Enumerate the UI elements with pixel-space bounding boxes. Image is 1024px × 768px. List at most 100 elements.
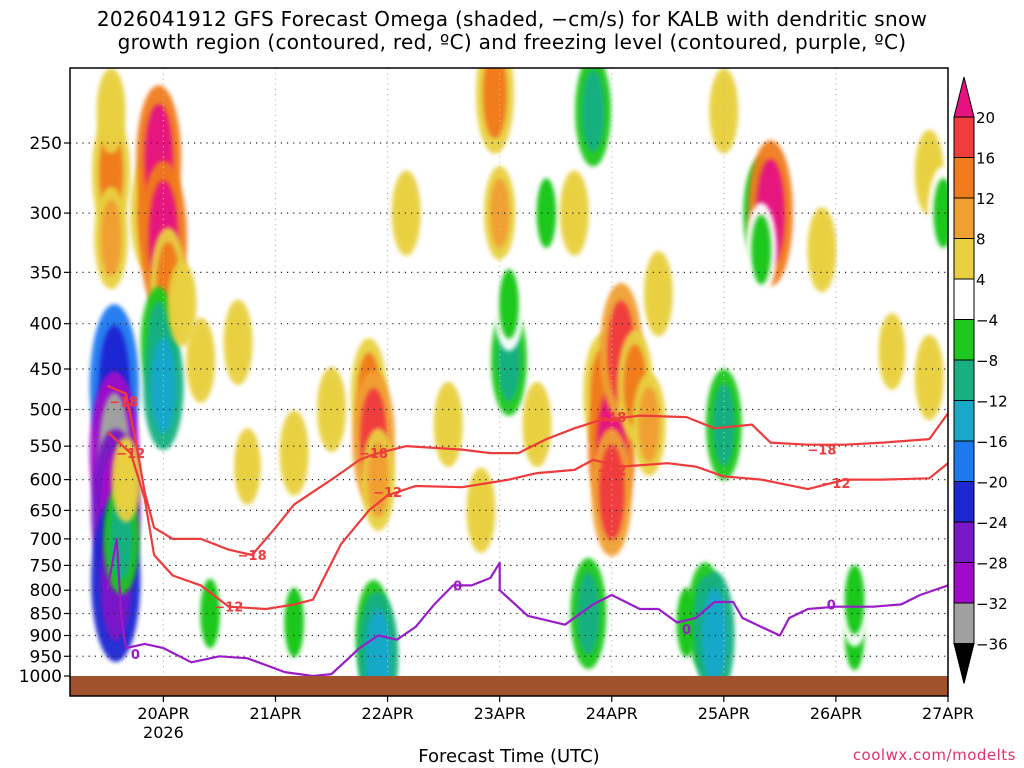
credit-link[interactable]: coolwx.com/modelts: [852, 746, 1016, 764]
dendritic-minus18-label-3: −18: [807, 444, 836, 459]
x-tick-label-23APR: 23APR: [474, 704, 526, 723]
x-tick-label-21APR: 21APR: [249, 704, 301, 723]
omega-cell-2: [101, 79, 121, 143]
y-tick-label-600: 600: [30, 471, 62, 491]
omega-cell-57: [883, 323, 901, 380]
dendritic-minus18-label-4: −18: [238, 549, 267, 564]
dendritic-minus12-label-4: −12: [214, 601, 243, 616]
omega-shading: [89, 68, 948, 696]
omega-cell-41: [599, 444, 625, 540]
colorbar-bin-4: [953, 238, 975, 280]
omega-cell-46: [649, 262, 668, 326]
omega-cell-60: [920, 345, 939, 410]
freezing-level-zero-line: [106, 537, 948, 678]
omega-cell-50: [712, 383, 736, 466]
dendritic-minus18-label-1: −18: [359, 447, 388, 462]
x-tick-label-25APR: 25APR: [698, 704, 750, 723]
colorbar-label-2: 12: [976, 190, 995, 208]
dendritic-minus18-label-0: −18: [109, 396, 138, 411]
omega-cell-19: [239, 438, 256, 495]
x-tick-label-26APR: 26APR: [810, 704, 862, 723]
omega-cell-45: [638, 386, 660, 463]
omega-cell-18: [229, 310, 248, 375]
omega-cell-28: [397, 181, 416, 245]
dendritic-minus12-label-2: −12: [597, 464, 626, 479]
x-axis-title: Forecast Time (UTC): [418, 746, 600, 767]
contour-lines: −18 −18 −18 −18 −18 −12 −12 −12 −12 −12 0 0 0 0: [106, 384, 948, 678]
omega-cell-54: [751, 214, 771, 285]
omega-cell-55: [812, 218, 832, 282]
omega-cell-44: [581, 69, 605, 153]
dendritic-minus12-line: [106, 431, 948, 611]
colorbar-label-6: −8: [976, 352, 998, 370]
colorbar-label-9: −20: [976, 474, 1008, 492]
title-line-1: 2026041912 GFS Forecast Omega (shaded, −…: [96, 7, 928, 31]
y-tick-label-450: 450: [30, 360, 62, 380]
y-tick-label-800: 800: [30, 581, 62, 601]
colorbar: 20 16 12 8 4 −4 −8 −12 −16 −20 −24 −28 −32 −36: [953, 76, 1008, 684]
x-tick-sublabel-20APR: 2026: [143, 723, 184, 742]
omega-cell-1: [100, 199, 122, 276]
colorbar-bin-10: [953, 481, 975, 523]
colorbar-label-12: −32: [976, 595, 1008, 613]
colorbar-bin-2: [953, 157, 975, 199]
omega-cell-27: [365, 608, 391, 696]
y-tick-label-700: 700: [30, 530, 62, 550]
y-tick-label-850: 850: [30, 605, 62, 625]
omega-cell-49: [701, 587, 728, 684]
omega-cell-51: [714, 79, 733, 143]
y-tick-label-950: 950: [30, 647, 62, 667]
colorbar-label-8: −16: [976, 433, 1008, 451]
grid-lines: [70, 68, 948, 696]
omega-cell-32: [489, 178, 510, 248]
freezing-level-zero-label-2: 0: [682, 623, 691, 638]
omega-cell-34: [499, 269, 519, 339]
title-line-2: growth region (contoured, red, ºC) and f…: [117, 30, 907, 54]
omega-cell-38: [577, 572, 600, 655]
colorbar-bin-1: [953, 116, 975, 158]
colorbar-label-4: 4: [976, 271, 986, 289]
colorbar-label-5: −4: [976, 312, 998, 330]
y-tick-label-900: 900: [30, 626, 62, 646]
omega-cell-21: [284, 587, 304, 658]
freezing-level-zero-label-1: 0: [453, 579, 462, 594]
colorbar-bin-13: [953, 602, 975, 644]
colorbar-label-7: −12: [976, 393, 1008, 411]
omega-cell-15: [172, 272, 192, 336]
freezing-level-zero-label-3: 0: [827, 598, 836, 613]
colorbar-bin-12: [953, 562, 975, 604]
colorbar-bin-5: [953, 278, 975, 320]
colorbar-bin-9: [953, 440, 975, 482]
colorbar-bin-11: [953, 521, 975, 563]
y-tick-label-750: 750: [30, 556, 62, 576]
omega-cell-36: [536, 178, 557, 248]
dendritic-minus12-label-0: −12: [116, 447, 145, 462]
y-tick-label-650: 650: [30, 501, 62, 521]
colorbar-label-3: 8: [976, 231, 986, 249]
x-tick-label-24APR: 24APR: [586, 704, 638, 723]
y-tick-label-300: 300: [30, 204, 62, 224]
colorbar-bin-bottom-triangle: [953, 643, 975, 684]
y-tick-label-250: 250: [30, 134, 62, 154]
y-tick-label-550: 550: [30, 437, 62, 457]
dendritic-minus18-label-2: −18: [597, 411, 626, 426]
omega-cell-61: [844, 564, 865, 635]
x-tick-label-22APR: 22APR: [362, 704, 414, 723]
x-tick-label-20APR: 20APR: [137, 704, 189, 723]
plot-frame: [69, 67, 949, 697]
omega-cell-37: [565, 181, 584, 245]
y-tick-label-1000: 1000: [19, 667, 62, 687]
colorbar-bin-8: [953, 400, 975, 442]
colorbar-label-11: −28: [976, 555, 1008, 573]
y-tick-label-500: 500: [30, 401, 62, 421]
omega-cell-30: [471, 478, 491, 542]
y-axis: 2503003504004505005506006507007508008509…: [19, 134, 70, 687]
omega-cell-31: [483, 68, 507, 139]
dendritic-minus12-label-1: −12: [373, 486, 402, 501]
freezing-level-zero-label-0: 0: [131, 648, 140, 663]
ground-surface: [70, 676, 948, 696]
colorbar-label-1: 16: [976, 150, 995, 168]
colorbar-label-10: −24: [976, 514, 1008, 532]
x-tick-label-27APR: 27APR: [922, 704, 974, 723]
